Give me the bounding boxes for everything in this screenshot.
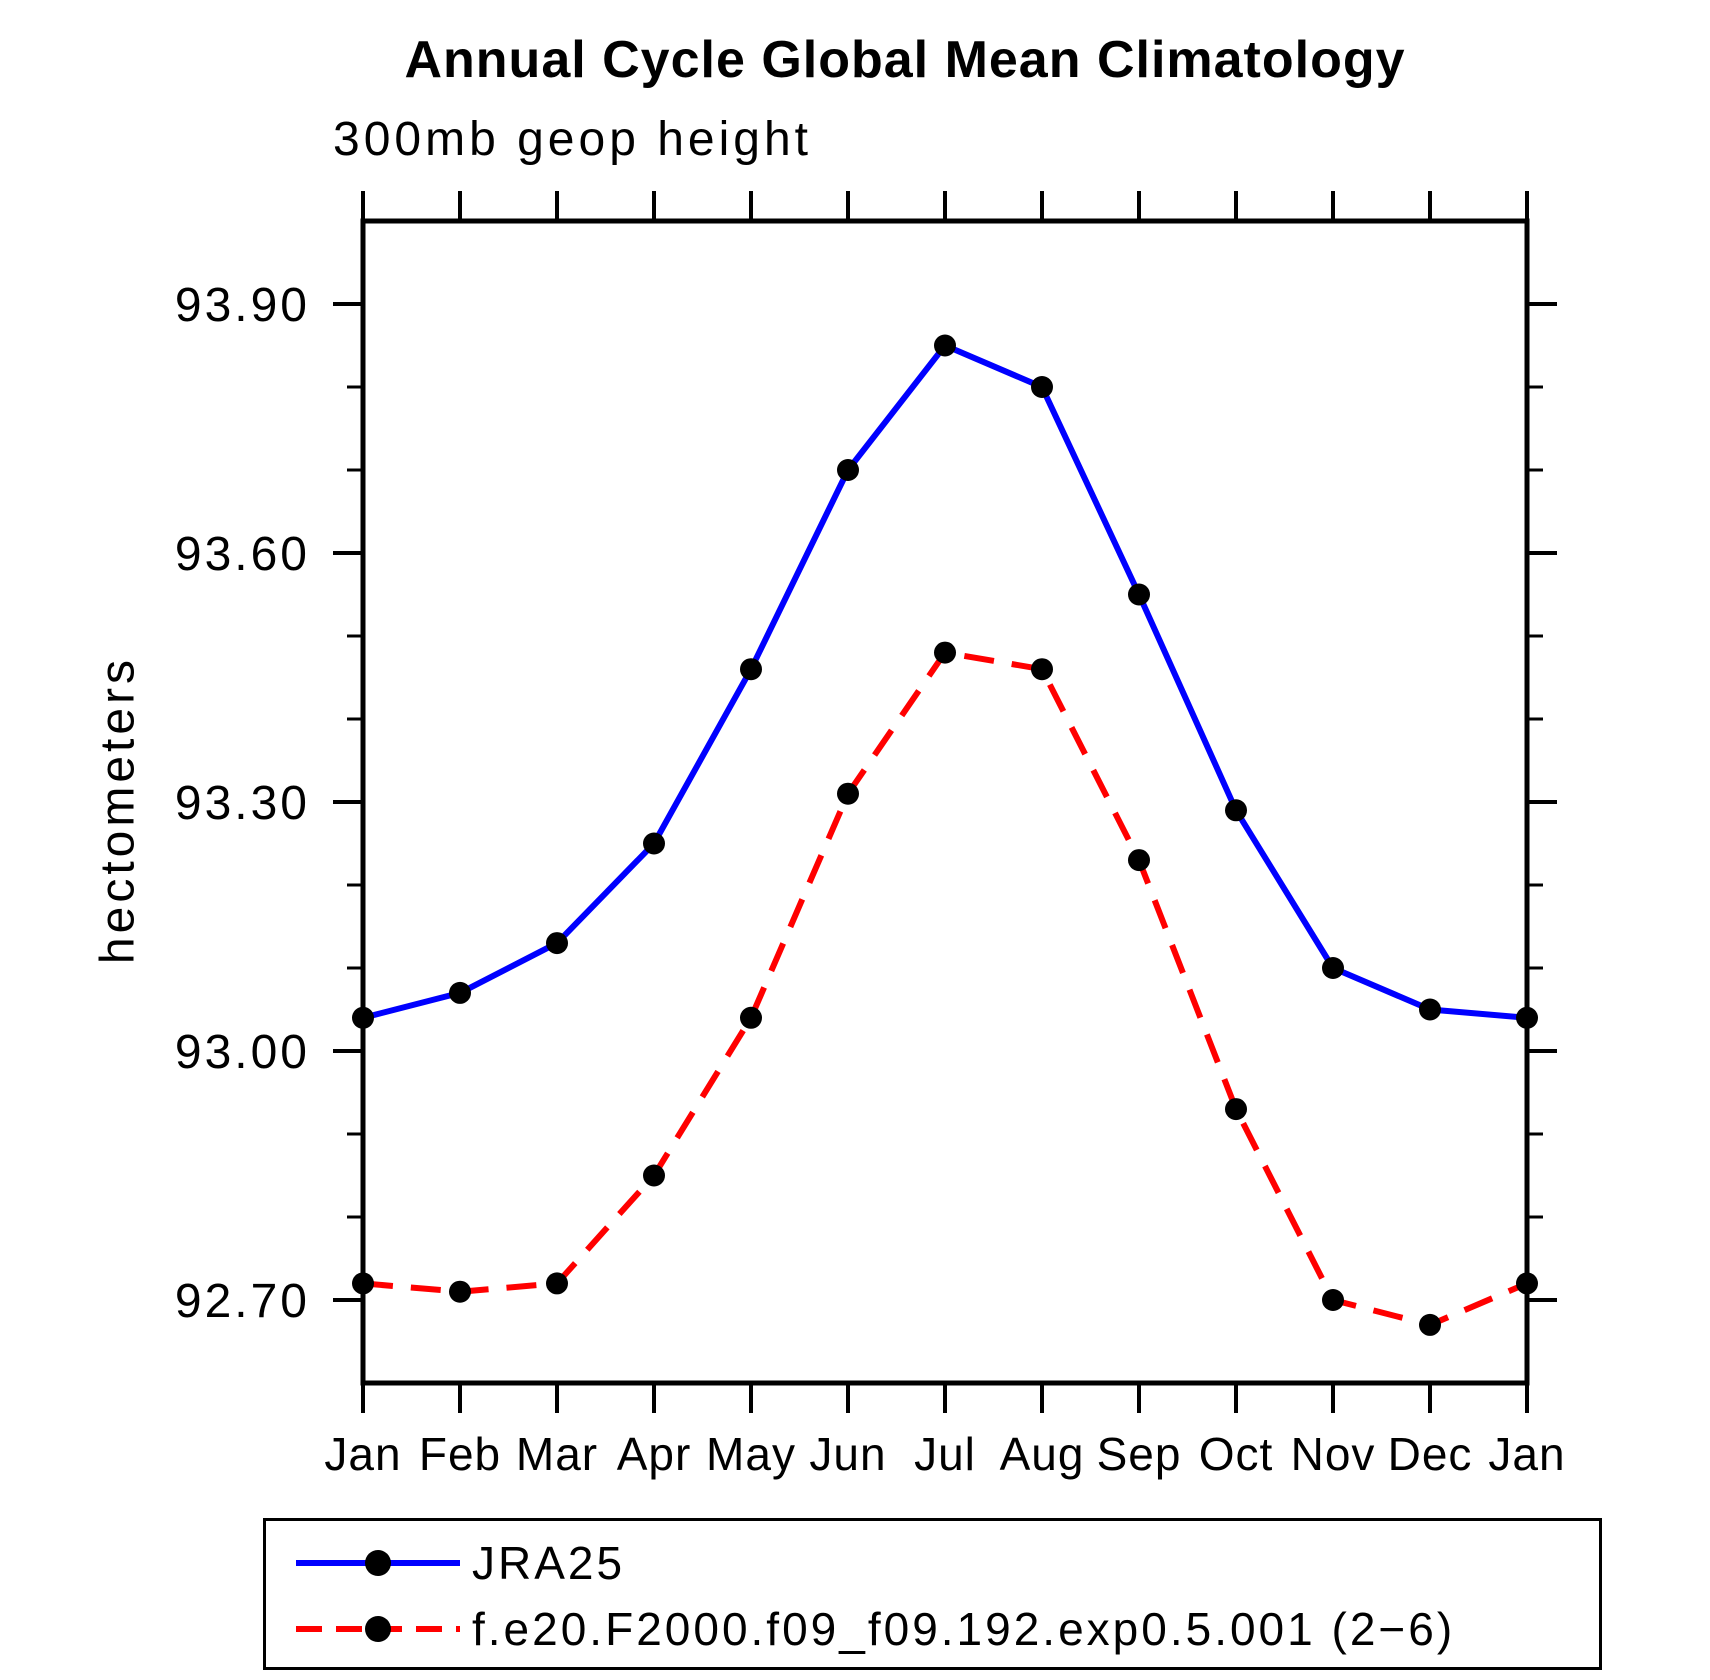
series-line-0	[362, 342, 1528, 1021]
legend-marker-icon	[365, 1616, 391, 1642]
x-tick-label: Feb	[419, 1428, 501, 1480]
x-tick-label: Jan	[324, 1428, 401, 1480]
legend-entry-jra25: JRA25	[292, 1533, 1599, 1593]
data-point-series-0	[449, 981, 471, 1004]
data-point-series-0	[1516, 1006, 1538, 1029]
data-point-series-1	[1516, 1272, 1538, 1295]
x-tick-label: Dec	[1388, 1428, 1473, 1480]
legend-label-model: f.e20.F2000.f09_f09.192.exp0.5.001 (2−6)	[472, 1603, 1456, 1655]
data-point-series-1	[837, 782, 859, 805]
data-point-series-1	[352, 1272, 374, 1295]
data-point-series-0	[1322, 957, 1344, 979]
legend-entry-model: f.e20.F2000.f09_f09.192.exp0.5.001 (2−6)	[292, 1599, 1599, 1659]
y-tick-label: 93.00	[175, 1026, 310, 1079]
data-point-series-0	[1225, 799, 1247, 822]
x-tick-label: Apr	[617, 1428, 692, 1480]
data-point-series-1	[643, 1164, 665, 1187]
data-point-series-0	[643, 832, 665, 855]
x-tick-label: Mar	[516, 1428, 598, 1480]
y-tick-label: 92.70	[175, 1275, 310, 1328]
legend: JRA25 f.e20.F2000.f09_f09.192.exp0.5.001…	[263, 1518, 1602, 1670]
y-tick-label: 93.60	[175, 528, 310, 581]
legend-label-jra25: JRA25	[472, 1537, 626, 1589]
data-point-series-0	[1031, 376, 1053, 398]
data-point-series-0	[546, 932, 568, 955]
data-point-series-0	[740, 658, 762, 681]
legend-solid-line-sample	[296, 1550, 460, 1576]
x-tick-label: Nov	[1291, 1428, 1376, 1480]
data-point-series-0	[837, 459, 859, 481]
data-point-series-1	[934, 641, 956, 664]
data-point-series-1	[1031, 658, 1053, 681]
data-point-series-1	[1419, 1313, 1441, 1336]
x-tick-label: Aug	[1000, 1428, 1085, 1480]
series-line-1	[362, 649, 1529, 1328]
plot-area: 92.70 93.00 93.30 93.60 93.90 Jan Feb Mar Apr May…	[175, 191, 1565, 1480]
x-tick-label: Jul	[914, 1428, 976, 1480]
chart-title: Annual Cycle Global Mean Climatology	[404, 31, 1406, 89]
data-point-series-0	[1128, 583, 1150, 606]
chart-subtitle: 300mb geop height	[333, 113, 812, 166]
legend-dashed-line-sample	[296, 1616, 460, 1642]
x-tick-label: Sep	[1097, 1428, 1182, 1480]
y-tick-label: 93.90	[175, 279, 310, 332]
x-tick-label: Oct	[1199, 1428, 1274, 1480]
data-point-series-1	[449, 1280, 471, 1303]
x-tick-label: Jan	[1488, 1428, 1565, 1480]
legend-marker-icon	[365, 1550, 391, 1576]
y-tick-label: 93.30	[175, 777, 310, 830]
data-point-series-0	[1419, 998, 1441, 1021]
data-point-series-1	[740, 1006, 762, 1029]
data-point-series-1	[1128, 849, 1150, 872]
x-tick-label: May	[706, 1428, 796, 1480]
data-point-series-1	[546, 1272, 568, 1295]
data-point-series-1	[1322, 1289, 1344, 1311]
data-point-series-1	[1225, 1098, 1247, 1121]
data-point-series-0	[352, 1006, 374, 1029]
data-point-series-0	[934, 334, 956, 357]
axis-box	[360, 218, 1530, 1386]
x-tick-label: Jun	[809, 1428, 886, 1480]
